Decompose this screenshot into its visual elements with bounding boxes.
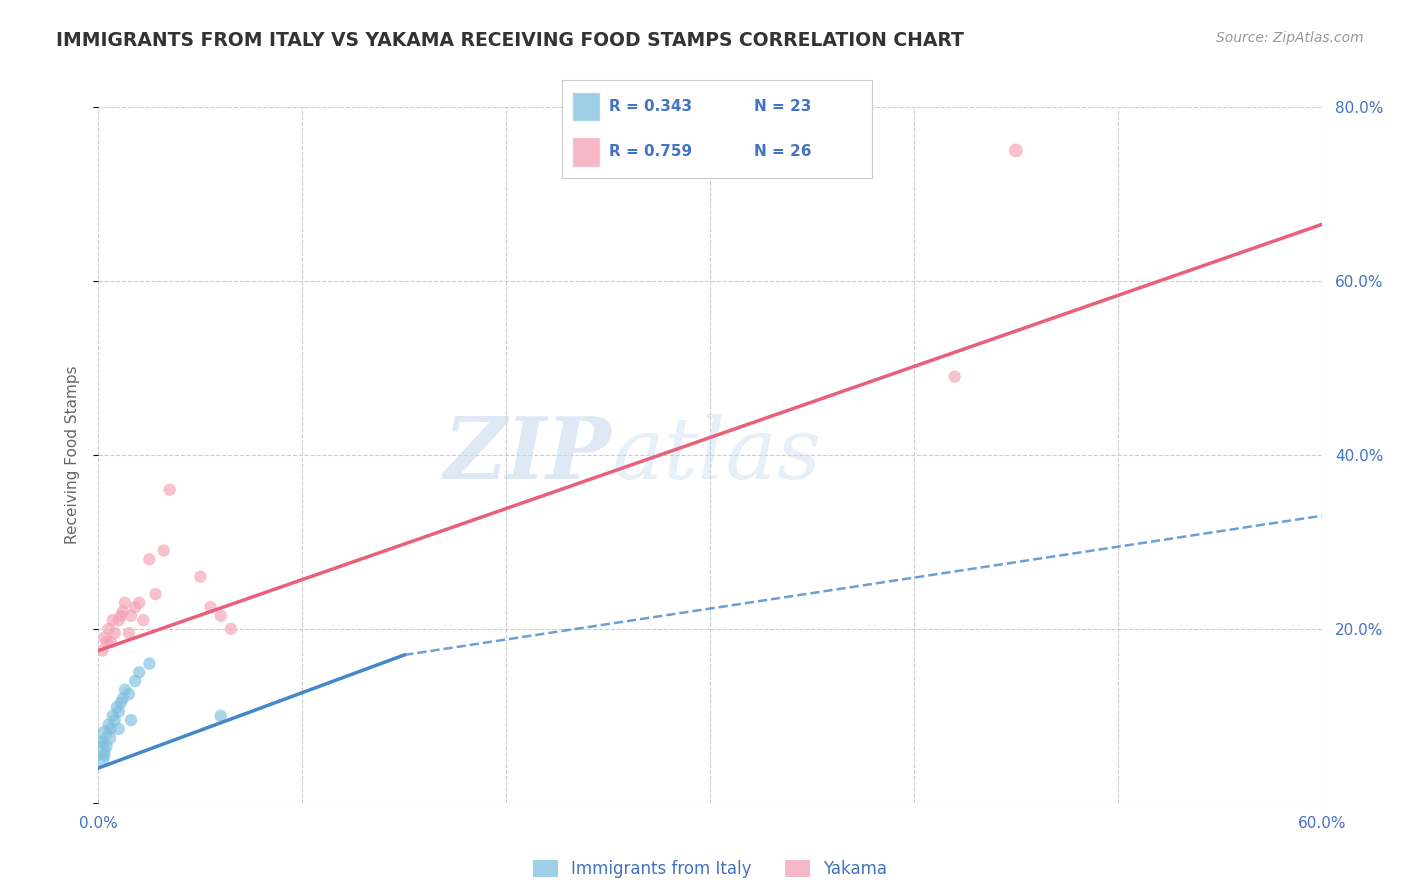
Point: [101, 708, 124, 723]
Point: [100, 635, 122, 649]
Point: [124, 674, 146, 689]
Point: [111, 605, 134, 619]
Point: [100, 722, 122, 736]
Point: [943, 369, 966, 384]
Point: [93, 726, 115, 740]
Text: Source: ZipAtlas.com: Source: ZipAtlas.com: [1216, 31, 1364, 45]
Text: IMMIGRANTS FROM ITALY VS YAKAMA RECEIVING FOOD STAMPS CORRELATION CHART: IMMIGRANTS FROM ITALY VS YAKAMA RECEIVIN…: [56, 31, 965, 50]
Point: [108, 705, 131, 719]
Point: [108, 722, 131, 736]
Point: [111, 691, 134, 706]
Point: [138, 552, 160, 566]
Point: [97, 717, 120, 731]
Point: [159, 483, 181, 497]
Point: [93, 747, 115, 762]
FancyBboxPatch shape: [572, 92, 599, 121]
Text: N = 26: N = 26: [754, 145, 811, 160]
Point: [91, 752, 114, 766]
Point: [97, 622, 120, 636]
Text: atlas: atlas: [612, 414, 821, 496]
Point: [114, 596, 136, 610]
Point: [91, 735, 114, 749]
Point: [89, 744, 111, 758]
Y-axis label: Receiving Food Stamps: Receiving Food Stamps: [65, 366, 80, 544]
Text: R = 0.343: R = 0.343: [609, 99, 692, 114]
Point: [152, 543, 174, 558]
Point: [118, 687, 141, 701]
Point: [188, 570, 212, 584]
Point: [110, 608, 132, 623]
Point: [145, 587, 167, 601]
Point: [104, 626, 127, 640]
Point: [96, 739, 118, 754]
FancyBboxPatch shape: [572, 137, 599, 167]
Point: [91, 643, 114, 657]
Text: N = 23: N = 23: [754, 99, 811, 114]
Point: [105, 700, 128, 714]
Point: [128, 596, 150, 610]
Point: [219, 622, 242, 636]
Point: [138, 657, 160, 671]
Point: [120, 608, 142, 623]
Point: [110, 696, 132, 710]
Point: [200, 600, 222, 615]
Point: [108, 613, 131, 627]
Point: [132, 613, 155, 627]
Point: [93, 631, 115, 645]
Text: R = 0.759: R = 0.759: [609, 145, 692, 160]
Point: [128, 665, 150, 680]
Legend: Immigrants from Italy, Yakama: Immigrants from Italy, Yakama: [533, 860, 887, 878]
Point: [120, 713, 142, 727]
Point: [96, 635, 118, 649]
Point: [101, 613, 124, 627]
Point: [124, 600, 146, 615]
Point: [209, 708, 232, 723]
Point: [1004, 144, 1026, 158]
Point: [209, 608, 232, 623]
Text: ZIP: ZIP: [444, 413, 612, 497]
Point: [97, 731, 120, 745]
Point: [104, 713, 127, 727]
Point: [114, 682, 136, 697]
Point: [118, 626, 141, 640]
